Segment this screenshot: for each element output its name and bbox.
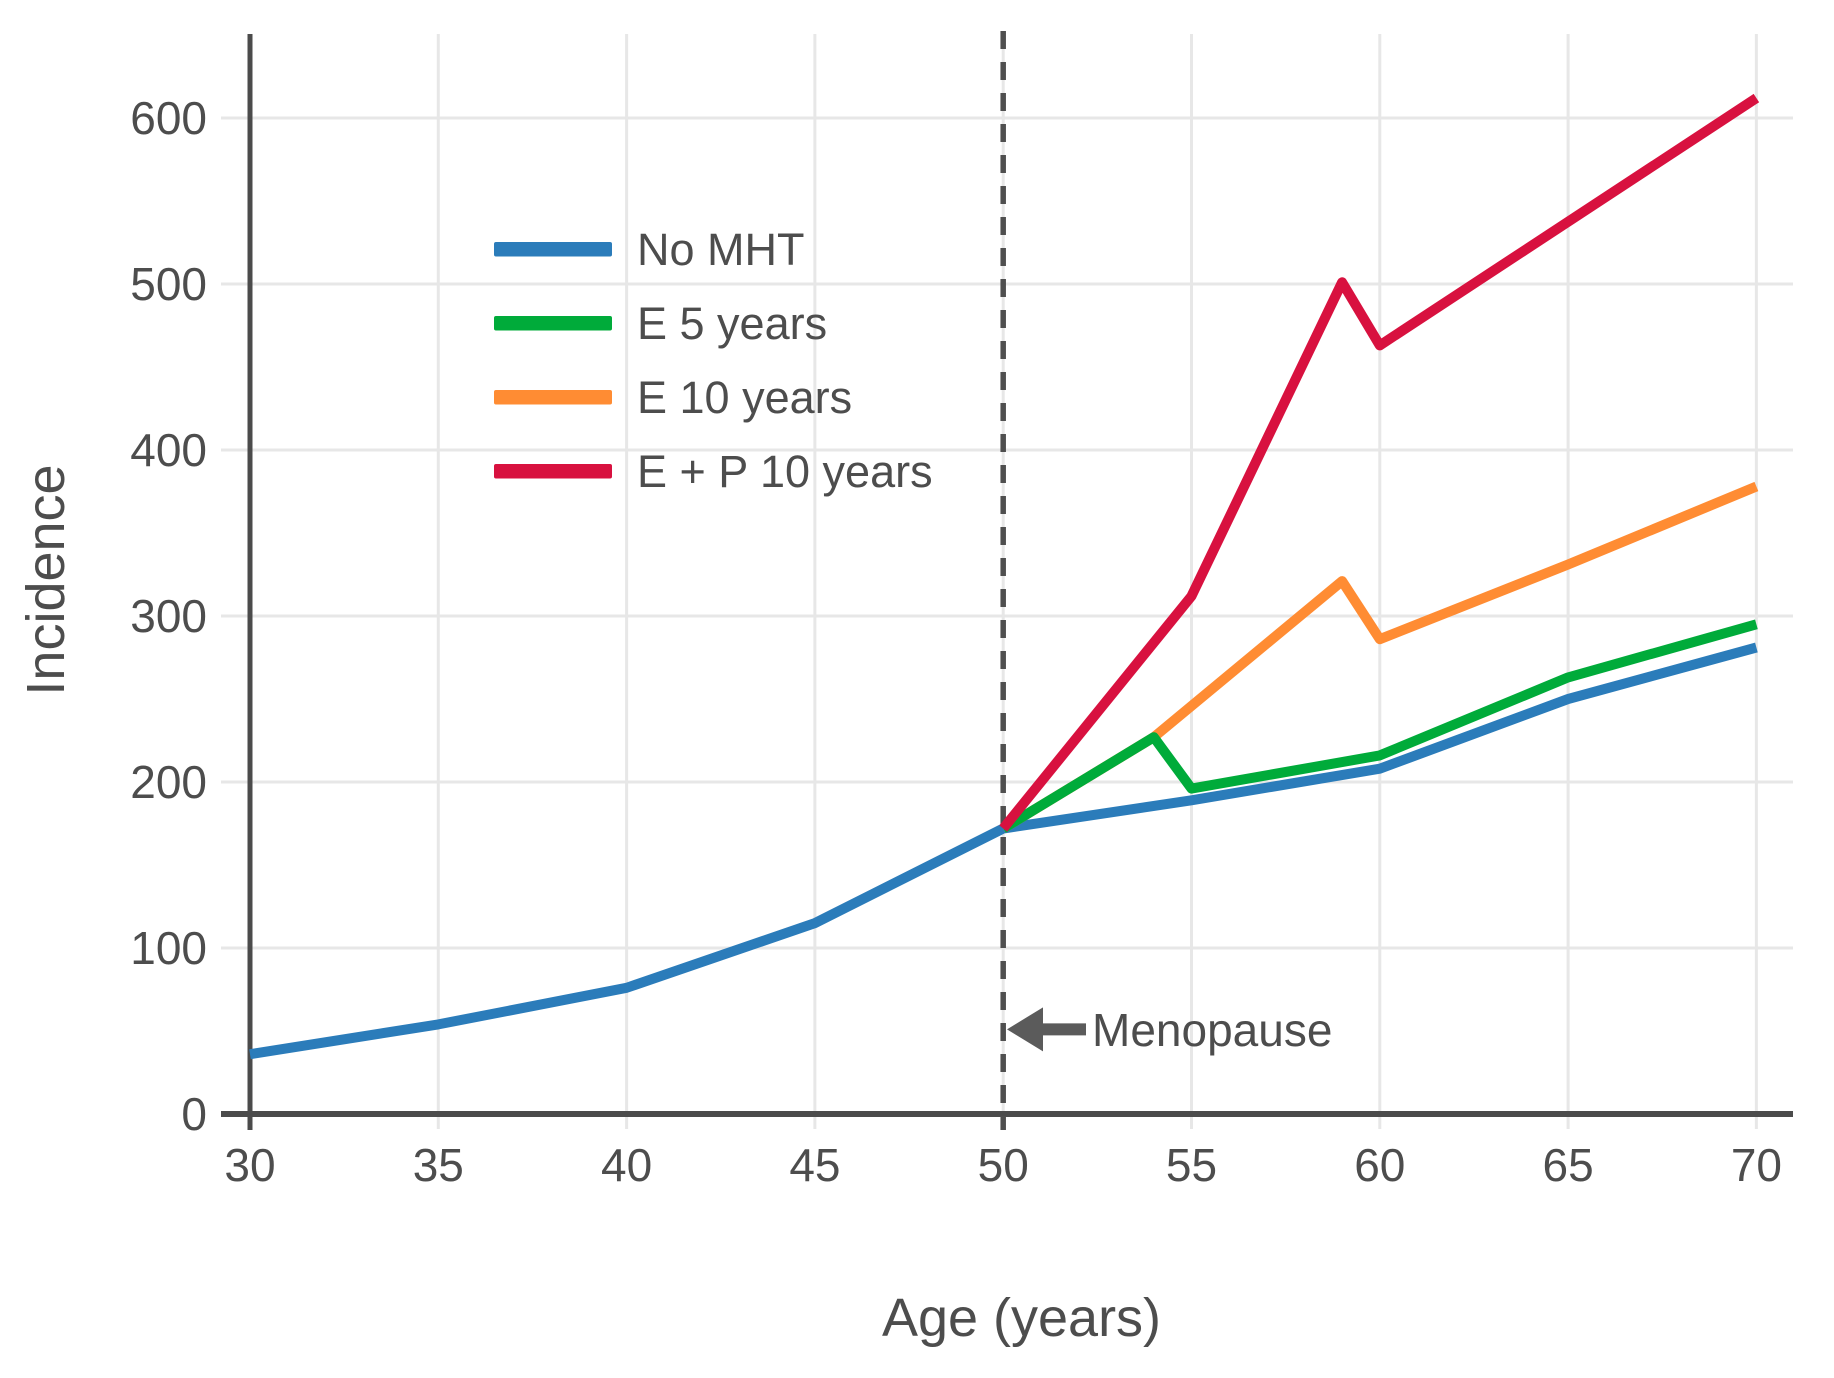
left-arrow-icon (1007, 1007, 1086, 1052)
x-tick-label-40: 40 (601, 1139, 652, 1191)
series-line-e-p-10-years (999, 93, 1760, 832)
x-tick-label-60: 60 (1354, 1139, 1405, 1191)
x-tick-label-65: 65 (1543, 1139, 1594, 1191)
y-tick-label-500: 500 (130, 258, 207, 310)
y-tick-label-300: 300 (130, 590, 207, 642)
legend-item-e-5-years: E 5 years (494, 298, 827, 349)
y-tick-label-600: 600 (130, 92, 207, 144)
legend-label-e-10-years: E 10 years (637, 372, 852, 423)
legend-item-e-10-years: E 10 years (494, 372, 852, 423)
menopause-annotation-label: Menopause (1092, 1004, 1333, 1056)
legend-item-e-p-10-years: E + P 10 years (494, 446, 933, 497)
legend-swatch-no-mht (494, 242, 612, 257)
x-tick-label-45: 45 (789, 1139, 840, 1191)
legend-swatch-e-10-years (494, 390, 612, 405)
x-axis-title: Age (years) (881, 1288, 1162, 1348)
legend-item-no-mht: No MHT (494, 224, 805, 275)
x-tick-label-35: 35 (413, 1139, 464, 1191)
x-tick-label-30: 30 (224, 1139, 275, 1191)
y-tick-label-200: 200 (130, 756, 207, 808)
x-tick-label-70: 70 (1731, 1139, 1782, 1191)
y-tick-label-100: 100 (130, 922, 207, 974)
x-tick-label-50: 50 (978, 1139, 1029, 1191)
legend-label-e-p-10-years: E + P 10 years (637, 446, 933, 497)
legend-swatch-e-p-10-years (494, 464, 612, 479)
legend-label-e-5-years: E 5 years (637, 298, 827, 349)
y-tick-label-0: 0 (181, 1088, 207, 1140)
legend-swatch-e-5-years (494, 316, 612, 331)
y-tick-label-400: 400 (130, 424, 207, 476)
legend-label-no-mht: No MHT (637, 224, 805, 275)
y-axis-title: Incidence (16, 464, 76, 696)
series-line-e-5-years (1000, 619, 1758, 833)
x-tick-label-55: 55 (1166, 1139, 1217, 1191)
